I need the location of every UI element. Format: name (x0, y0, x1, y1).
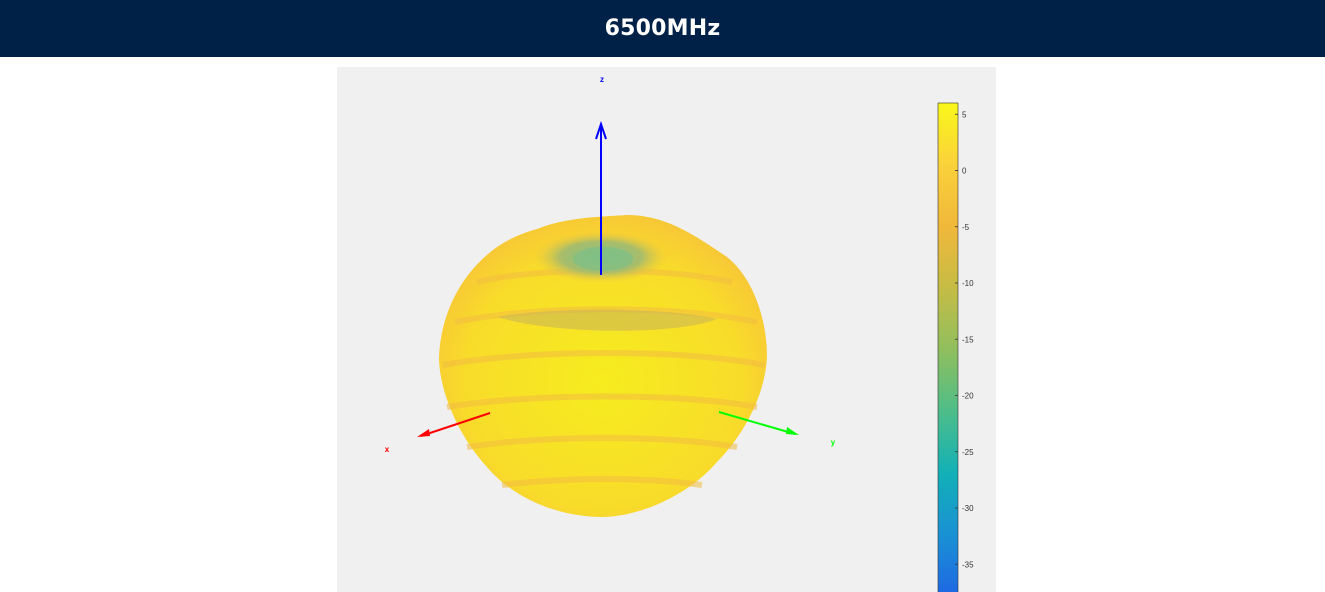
y-axis-label: y (831, 438, 836, 447)
colorbar-ticks: 5 0 -5 -10 -15 -20 -25 -30 -35 (955, 110, 974, 569)
x-axis-label: x (385, 445, 390, 454)
radiation-pattern-plot[interactable]: z x y 5 0 -5 -10 -15 -20 -25 -30 -35 (337, 67, 996, 592)
colorbar-tick-label: -30 (962, 504, 974, 513)
y-axis-line (718, 411, 796, 435)
colorbar-tick-label: -25 (962, 448, 974, 457)
pattern-ring (446, 393, 758, 410)
radiation-pattern-surface (439, 215, 767, 517)
pattern-ring (454, 306, 758, 325)
colorbar-tick-label: 0 (962, 167, 967, 176)
x-axis-arrowhead (417, 429, 430, 437)
x-axis-line (420, 412, 491, 437)
colorbar-tick-label: -35 (962, 560, 974, 569)
coordinate-axes: z x y (385, 75, 836, 454)
pattern-ring (466, 435, 738, 450)
colorbar-strip (937, 102, 959, 592)
colorbar-tick-label: -5 (962, 223, 970, 232)
title-bar: 6500MHz (0, 0, 1325, 57)
y-axis-arrowhead (786, 427, 799, 435)
plot-canvas: z x y 5 0 -5 -10 -15 -20 -25 -30 -35 (385, 75, 974, 592)
colorbar-tick-label: -10 (962, 279, 974, 288)
pattern-null-center (573, 247, 633, 271)
colorbar: 5 0 -5 -10 -15 -20 -25 -30 -35 (937, 102, 974, 592)
colorbar-tick-label: 5 (962, 110, 967, 119)
pattern-ring (442, 350, 766, 368)
z-axis-label: z (600, 75, 604, 84)
colorbar-tick-label: -15 (962, 335, 974, 344)
pattern-inner-lobe (497, 309, 717, 331)
z-axis-arrowhead (595, 120, 607, 140)
page-title: 6500MHz (604, 16, 721, 41)
pattern-ring (501, 476, 703, 488)
colorbar-tick-label: -20 (962, 392, 974, 401)
